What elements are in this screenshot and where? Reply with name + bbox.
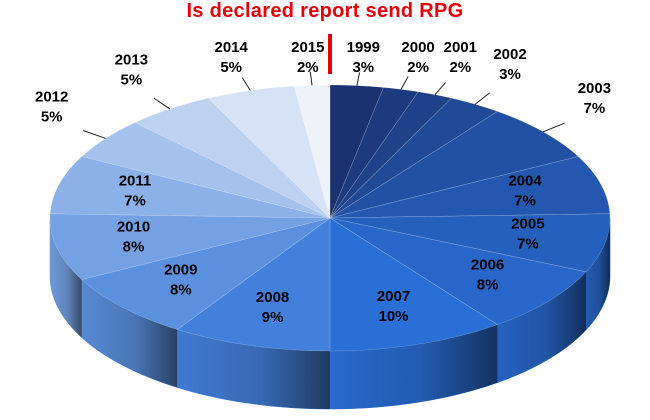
pie-slice-2006 (329, 217, 587, 325)
slice-labels: 1999 3% 2000 2% 2001 2% 2002 3% 2003 7% 2004 7% 2005… (35, 39, 611, 326)
slice-category-label-2002: 2002 (493, 46, 526, 63)
slice-category-label-2006: 2006 (471, 257, 504, 274)
slice-category-label-2013: 2013 (115, 52, 148, 69)
pie-slice-2014 (207, 85, 331, 219)
pie-slice-2013 (134, 97, 331, 219)
slice-category-label-2012: 2012 (35, 88, 68, 105)
slice-category-label-2010: 2010 (117, 218, 150, 235)
leader-line-2014 (241, 77, 251, 91)
slice-value-label-2014: 5% (220, 59, 242, 76)
slice-value-label-2011: 7% (124, 193, 146, 210)
slice-value-label-2002: 3% (499, 66, 521, 83)
slice-category-label-2003: 2003 (578, 80, 611, 97)
slice-value-label-2010: 8% (123, 238, 145, 255)
pie-side-shade-2007 (330, 324, 498, 409)
slice-value-label-2004: 7% (514, 193, 536, 210)
slice-category-label-2008: 2008 (256, 289, 289, 306)
slice-value-label-2015: 2% (297, 59, 319, 76)
slice-category-label-2011: 2011 (119, 173, 152, 190)
pie-slice-2009 (81, 217, 331, 330)
slice-category-label-2007: 2007 (377, 288, 410, 305)
start-marker (328, 34, 332, 74)
pie-slice-2007 (329, 217, 499, 352)
slice-category-label-2001: 2001 (444, 39, 477, 56)
slice-value-label-1999: 3% (352, 59, 374, 76)
leader-lines (82, 71, 565, 139)
leader-line-2012 (82, 130, 106, 139)
pie-slice-2011 (49, 156, 331, 219)
slice-value-label-2003: 7% (584, 100, 606, 117)
pie-side-shade-2005 (586, 218, 610, 330)
slice-value-label-2009: 8% (170, 281, 192, 298)
leader-line-2003 (543, 122, 565, 133)
slice-value-label-2013: 5% (121, 72, 143, 89)
slice-category-label-2000: 2000 (401, 39, 434, 56)
pie-side-shade-2008 (177, 329, 330, 409)
slice-value-label-2000: 2% (407, 59, 429, 76)
chart-title: Is declared report send RPG (186, 0, 464, 22)
leader-line-2015 (309, 71, 313, 86)
pie-slice-2005 (329, 213, 611, 273)
pie-slice-2010 (49, 213, 331, 280)
slice-value-label-2006: 8% (477, 277, 499, 294)
pie-slice-2008 (176, 217, 331, 352)
leader-line-2001 (434, 82, 446, 96)
slice-category-label-2009: 2009 (164, 261, 197, 278)
slice-category-label-2014: 2014 (215, 39, 249, 56)
slice-value-label-2012: 5% (41, 108, 63, 125)
leader-line-1999 (356, 72, 361, 86)
leader-line-2000 (400, 76, 409, 90)
pie-side-shade-2006 (497, 271, 587, 383)
pie-slice-2012 (81, 122, 331, 219)
slice-category-label-2015: 2015 (291, 39, 324, 56)
pie-top-layer (49, 84, 611, 352)
slice-value-label-2007: 10% (378, 308, 408, 325)
pie-side-shade-2009 (81, 279, 178, 388)
slice-value-label-2001: 2% (449, 59, 471, 76)
leader-line-2013 (153, 97, 171, 110)
slice-category-label-2004: 2004 (508, 173, 542, 190)
pie-side-layer (49, 217, 611, 410)
slice-category-label-2005: 2005 (511, 215, 544, 232)
slice-value-label-2008: 9% (262, 309, 284, 326)
pie-slice-2004 (329, 156, 611, 219)
pie-side-shade-2010 (50, 218, 82, 338)
slice-value-label-2005: 7% (517, 235, 539, 252)
slice-category-label-1999: 1999 (347, 39, 380, 56)
leader-line-2002 (474, 92, 490, 105)
